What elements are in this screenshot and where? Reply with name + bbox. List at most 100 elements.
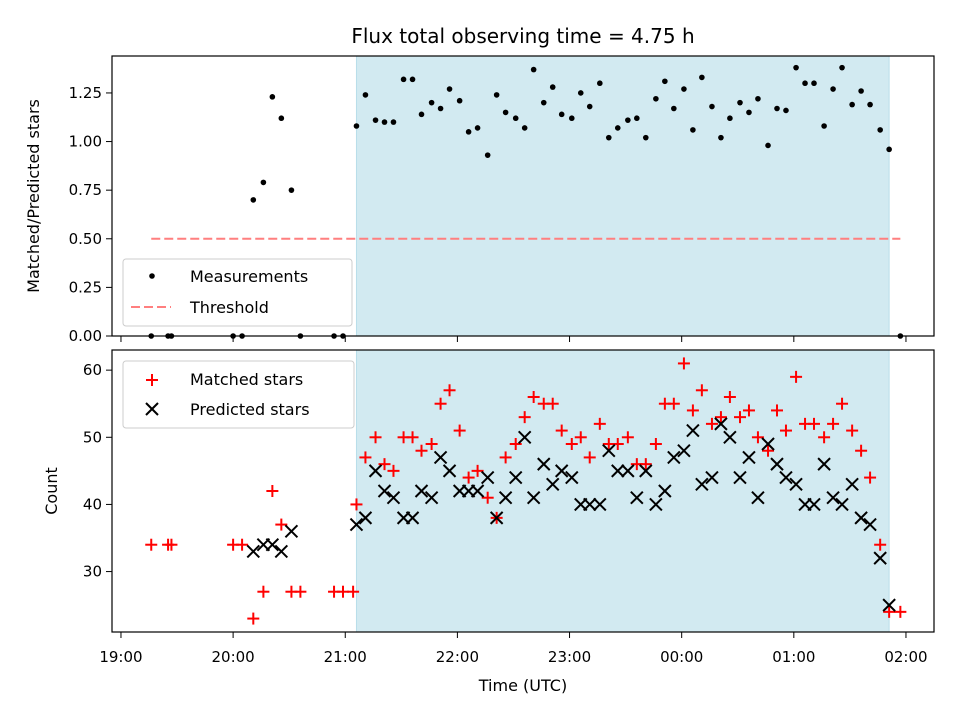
matched-star-point [649,438,662,450]
predicted-star-point [509,470,523,485]
matched-star-point [499,451,512,464]
top-plot-frame [111,55,935,337]
predicted-star-point [686,423,700,438]
matched-star-point [621,431,634,444]
measurement-point [765,142,771,149]
top-y-tick-label: 1.00 [69,133,102,151]
matched-star-point [751,431,764,444]
matched-star-point [294,585,307,598]
predicted-star-point [424,491,439,505]
bottom-y-tick-label: 40 [83,495,102,513]
predicted-star-point [677,444,691,458]
predicted-star-point [368,464,383,478]
matched-star-point [695,384,708,397]
measurement-point [400,76,407,83]
measurement-point [634,115,640,122]
bottom-panel: 30 40 50 60 19:00 20:00 21:00 22:00 23:00 00:00 0… [42,349,935,695]
matched-star-point [894,605,907,618]
measurement-point [746,109,752,116]
measurement-point [625,117,631,123]
measurement-point [821,123,827,129]
matched-star-point [639,458,652,471]
matched-star-point [481,491,494,504]
predicted-star-point [826,491,840,505]
measurement-point [493,92,500,98]
top-observing-band [355,55,890,337]
predicted-star-point [265,538,280,552]
x-tick-label: 20:00 [211,648,254,666]
predicted-star-point [517,430,532,444]
matched-star-point [443,384,456,397]
predicted-star-point [705,470,719,485]
predicted-star-point [873,551,887,565]
matched-star-point [667,397,680,410]
predicted-star-point [630,491,644,505]
predicted-star-point [835,497,849,512]
measurement-point [709,103,715,110]
bottom-x-axis: 19:00 20:00 21:00 22:00 23:00 00:00 01:00 02:00 [99,632,928,666]
predicted-stars-legend-marker [145,402,159,416]
predicted-star-point [789,477,803,491]
predicted-star-point [882,598,896,612]
predicted-star-point [854,511,868,525]
matched-star-point [611,438,624,450]
predicted-star-point [751,491,765,505]
bottom-observing-band [355,349,890,633]
matched-stars-legend-label: Matched stars [190,370,303,389]
matched-star-point [686,404,699,417]
x-tick-label: 22:00 [436,648,479,666]
measurement-point [577,90,584,96]
top-y-axis-label: Matched/Predicted stars [24,99,43,293]
measurement-point [530,66,537,73]
x-tick-label: 23:00 [548,648,591,666]
measurement-point [605,134,612,141]
measurement-point [802,80,808,87]
top-legend: Measurements Threshold [122,258,353,327]
matched-star-point [145,538,158,551]
matched-stars-legend-marker [146,374,158,386]
measurement-point [849,101,855,108]
measurement-point [502,109,509,116]
measurement-point [512,115,519,122]
matched-star-point [836,397,849,410]
predicted-star-point [498,491,513,505]
matched-star-point [275,518,288,531]
predicted-star-point [526,491,541,505]
measurement-point [671,105,677,112]
predicted-star-point [246,544,261,559]
measurement-point [456,97,463,104]
matched-star-point [742,404,755,417]
measurement-point [250,197,257,203]
measurement-point [260,179,267,186]
measurement-point [521,125,528,131]
predicted-star-point [554,464,569,478]
matched-star-point [350,498,363,511]
matched-star-point [790,370,803,383]
matched-star-point [593,417,606,430]
top-y-tick-label: 0.75 [69,181,102,199]
matched-star-point [555,424,568,437]
measurement-point [839,64,845,71]
matched-star-point [453,424,466,437]
predicted-star-point [863,517,877,532]
predicted-star-point [770,457,784,471]
matched-star-point [527,391,540,403]
predicted-star-point [807,497,821,512]
measurement-point [568,115,575,122]
measurement-point [418,111,425,118]
top-y-axis: 0.00 0.25 0.50 0.75 1.00 1.25 [69,84,112,345]
measurement-point [830,86,836,92]
predicted-stars-legend-label: Predicted stars [190,400,310,419]
predicted-star-point [742,450,756,465]
matched-star-point [874,538,887,551]
predicted-stars-points [246,417,896,612]
measurement-point [783,107,789,114]
measurement-point [877,127,883,133]
matched-star-point [677,357,690,370]
measurement-point [446,86,453,92]
matched-star-point [471,464,484,477]
predicted-star-point [546,477,560,491]
measurement-point [381,119,388,125]
bottom-y-tick-label: 60 [83,361,102,379]
